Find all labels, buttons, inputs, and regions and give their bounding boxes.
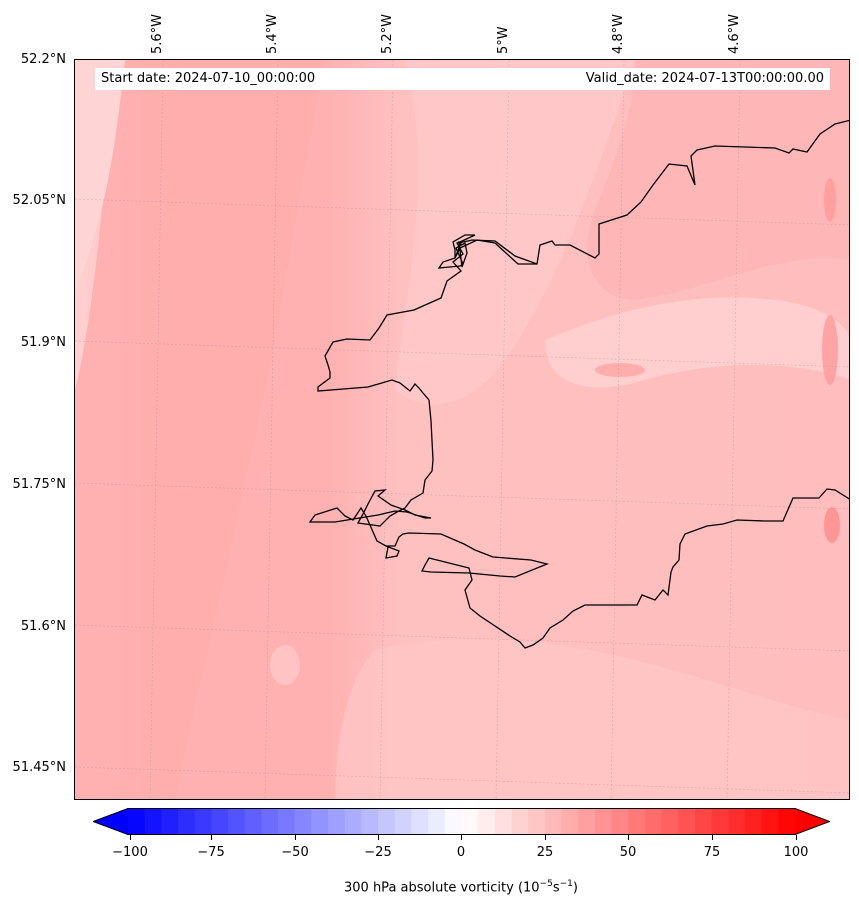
colorbar-label-main: 300 hPa absolute vorticity (10 — [344, 880, 540, 896]
vorticity-map: Start date: 2024-07-10_00:00:00 Valid_da… — [74, 59, 850, 800]
colorbar-segment — [261, 808, 279, 835]
colorbar-segment — [478, 808, 496, 835]
colorbar-segment — [178, 808, 196, 835]
lat-label-52.2n: 52.2°N — [20, 52, 66, 67]
colorbar-tick — [545, 835, 546, 840]
colorbar-segment — [561, 808, 579, 835]
colorbar-segment — [628, 808, 646, 835]
colorbar-tick — [378, 835, 379, 840]
lon-label-4.6w: 4.6°W — [727, 13, 742, 54]
colorbar-tick — [628, 835, 629, 840]
colorbar-outline — [93, 808, 830, 835]
colorbar-segment — [378, 808, 396, 835]
colorbar-segment — [494, 808, 513, 835]
colorbar-label-exp2: −1 — [559, 879, 573, 889]
colorbar-segment — [128, 808, 146, 835]
colorbar-segment — [461, 808, 479, 835]
colorbar-segment — [661, 808, 679, 835]
colorbar-tick — [295, 835, 296, 840]
colorbar-label: 300 hPa absolute vorticity (10−5s−1) — [0, 879, 859, 895]
colorbar-segment — [294, 808, 312, 835]
lon-label-5.4w: 5.4°W — [265, 13, 280, 54]
colorbar-segment — [161, 808, 179, 835]
vorticity-maximum-east-3 — [824, 507, 840, 543]
vorticity-band-dark — [75, 60, 325, 799]
colorbar-segment — [528, 808, 546, 835]
colorbar-tick-label: 100 — [783, 845, 809, 860]
colorbar-segment — [211, 808, 229, 835]
colorbar-segment — [644, 808, 663, 835]
coastline-wales — [308, 239, 849, 649]
colorbar-segment — [778, 808, 796, 835]
date-info-box: Start date: 2024-07-10_00:00:00 Valid_da… — [95, 68, 830, 90]
colorbar-segment — [744, 808, 763, 835]
colorbar-tick — [712, 835, 713, 840]
vorticity-band-light-west — [75, 60, 125, 290]
lon-label-5.2w: 5.2°W — [380, 13, 395, 54]
colorbar-tick-label: 0 — [456, 845, 466, 860]
coastline — [437, 119, 849, 269]
map-canvas — [75, 60, 849, 799]
colorbar-tick-label: −100 — [112, 845, 148, 860]
colorbar-segment — [544, 808, 563, 835]
colorbar-segment — [361, 808, 379, 835]
colorbar-tick-label: 50 — [619, 845, 637, 860]
colorbar-segment — [278, 808, 296, 835]
colorbar-extend-low — [93, 808, 128, 835]
colorbar-label-end: ) — [572, 880, 578, 896]
lon-label-4.8w: 4.8°W — [611, 13, 626, 54]
colorbar-tick-label: −25 — [364, 845, 392, 860]
colorbar-segment — [244, 808, 262, 835]
colorbar — [93, 808, 830, 835]
colorbar-segment — [194, 808, 212, 835]
lon-label-5.6w: 5.6°W — [150, 13, 165, 54]
colorbar-segment — [428, 808, 446, 835]
colorbar-segment — [311, 808, 329, 835]
colorbar-segment — [328, 808, 346, 835]
colorbar-tick — [211, 835, 212, 840]
colorbar-segment — [511, 808, 529, 835]
colorbar-segment — [611, 808, 629, 835]
lon-label-5w: 5°W — [496, 26, 511, 54]
lat-label-52.05n: 52.05°N — [12, 193, 66, 208]
vorticity-maximum-east-1 — [824, 178, 836, 222]
vorticity-maximum-small — [595, 363, 645, 377]
colorbar-label-exp1: −5 — [539, 879, 553, 889]
vorticity-maximum-east-2 — [822, 315, 838, 385]
colorbar-segment — [694, 808, 713, 835]
graticule — [75, 60, 849, 799]
colorbar-segment — [761, 808, 779, 835]
start-date-text: Start date: 2024-07-10_00:00:00 — [101, 71, 316, 86]
colorbar-tick-label: 75 — [703, 845, 721, 860]
colorbar-segment — [578, 808, 596, 835]
colorbar-segment — [228, 808, 246, 835]
colorbar-label-mid: s — [552, 880, 560, 896]
colorbar-tick — [461, 835, 462, 840]
vorticity-patch-sw — [270, 645, 300, 685]
colorbar-tick-label: −50 — [281, 845, 309, 860]
valid-date-text: Valid_date: 2024-07-13T00:00:00.00 — [585, 71, 824, 86]
colorbar-segment — [678, 808, 696, 835]
lat-label-51.75n: 51.75°N — [12, 477, 66, 492]
colorbar-segment — [711, 808, 729, 835]
colorbar-tick — [130, 835, 131, 840]
lat-label-51.6n: 51.6°N — [20, 619, 66, 634]
vorticity-patch-ne — [587, 60, 849, 300]
colorbar-segment — [411, 808, 429, 835]
lat-label-51.9n: 51.9°N — [20, 335, 66, 350]
colorbar-tick-label: −75 — [197, 845, 225, 860]
colorbar-segment — [394, 808, 412, 835]
colorbar-extend-high — [795, 808, 830, 835]
colorbar-tick-label: 25 — [536, 845, 554, 860]
vorticity-band-light-center — [395, 60, 635, 405]
colorbar-segment — [728, 808, 746, 835]
colorbar-segment — [594, 808, 613, 835]
colorbar-segment — [344, 808, 362, 835]
colorbar-segment — [144, 808, 162, 835]
lat-label-51.45n: 51.45°N — [12, 760, 66, 775]
colorbar-tick — [796, 835, 797, 840]
vorticity-patch-south — [335, 639, 849, 799]
colorbar-segment — [444, 808, 462, 835]
